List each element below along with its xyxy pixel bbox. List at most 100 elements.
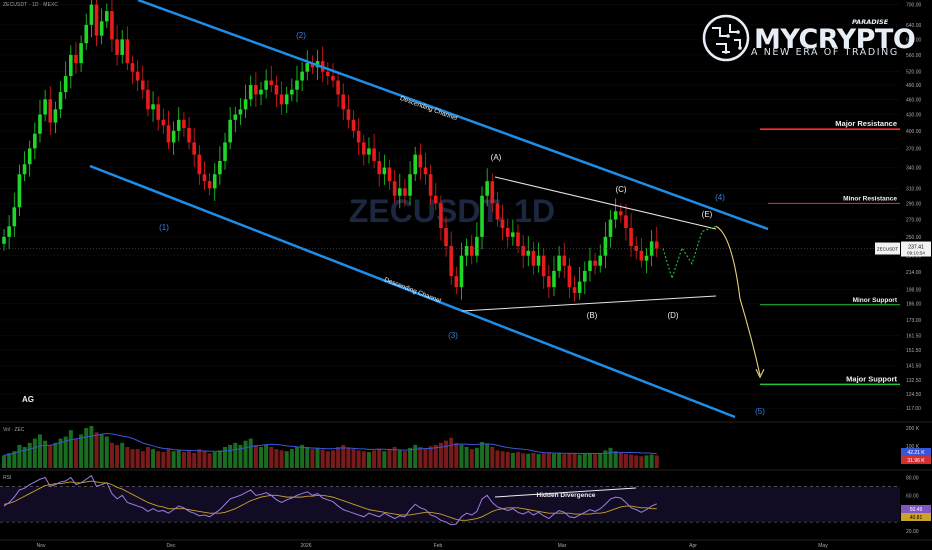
volume-bar bbox=[464, 447, 469, 468]
volume-bar bbox=[361, 451, 366, 468]
divergence-line bbox=[494, 487, 637, 498]
price-badge bbox=[901, 241, 931, 257]
triangle-label: (C) bbox=[615, 185, 626, 194]
candle-body bbox=[264, 80, 268, 90]
candle-body bbox=[12, 207, 17, 227]
price-tick: 132.50 bbox=[906, 378, 922, 384]
candle-body bbox=[202, 174, 207, 182]
candle-body bbox=[469, 246, 474, 256]
volume-bar bbox=[284, 451, 289, 468]
volume-bar bbox=[176, 450, 181, 468]
volume-bar bbox=[145, 447, 150, 468]
candle-body bbox=[351, 119, 356, 131]
volume-bar bbox=[639, 456, 644, 468]
candle-body bbox=[377, 160, 382, 175]
candle-body bbox=[619, 211, 623, 216]
volume-bar bbox=[253, 444, 258, 468]
volume-bar bbox=[418, 447, 423, 468]
candle-body bbox=[552, 270, 556, 288]
rsi-band bbox=[0, 486, 900, 523]
candle-body bbox=[387, 167, 392, 182]
candle-body bbox=[567, 265, 572, 288]
volume-bar bbox=[68, 430, 73, 468]
candle-body bbox=[413, 154, 417, 175]
candle-body bbox=[218, 160, 222, 175]
volume-bar bbox=[541, 453, 546, 468]
volume-bar bbox=[562, 454, 567, 468]
volume-bar bbox=[192, 452, 197, 468]
candle-body bbox=[151, 104, 155, 110]
volume-bar bbox=[372, 450, 377, 468]
volume-badge-text: 42.21 K bbox=[907, 450, 925, 456]
candle-body bbox=[454, 276, 459, 288]
volume-bar bbox=[151, 449, 156, 468]
candle-body bbox=[22, 164, 27, 175]
volume-bar bbox=[603, 450, 608, 468]
price-tick: 141.50 bbox=[906, 363, 922, 369]
volume-bar bbox=[536, 454, 541, 468]
candle-body bbox=[372, 148, 376, 161]
candle-body bbox=[135, 71, 140, 81]
volume-bar bbox=[27, 442, 32, 468]
candle-body bbox=[341, 94, 346, 110]
projection-arrow bbox=[755, 368, 765, 379]
rsi-tick: 80.00 bbox=[906, 475, 919, 481]
volume-bar bbox=[382, 451, 387, 468]
volume-bar bbox=[140, 451, 145, 468]
volume-bar bbox=[289, 449, 294, 468]
volume-badge bbox=[901, 456, 931, 464]
candle-body bbox=[346, 109, 351, 120]
volume-bar bbox=[474, 447, 479, 468]
candle-body bbox=[577, 281, 582, 293]
volume-bar bbox=[238, 444, 243, 468]
candle-body bbox=[63, 76, 68, 93]
volume-bar bbox=[551, 453, 556, 468]
volume-bar bbox=[377, 448, 382, 468]
volume-bar bbox=[346, 447, 351, 468]
volume-bar bbox=[135, 449, 140, 468]
time-tick: 2026 bbox=[300, 543, 311, 549]
candle-body bbox=[238, 109, 243, 115]
volume-bar bbox=[94, 432, 99, 468]
candle-body bbox=[27, 148, 32, 165]
channel-upper-line bbox=[137, 0, 769, 231]
volume-bar bbox=[207, 453, 212, 468]
price-tick: 430.00 bbox=[906, 113, 922, 119]
price-tick: 186.00 bbox=[906, 302, 922, 308]
volume-bar bbox=[228, 444, 233, 468]
volume-bar bbox=[397, 450, 402, 468]
candle-body bbox=[629, 228, 633, 247]
volume-bar bbox=[500, 451, 505, 468]
volume-bar bbox=[618, 452, 623, 468]
author-mark: AG bbox=[22, 395, 34, 404]
candle-body bbox=[43, 99, 47, 115]
volume-bar bbox=[156, 451, 161, 468]
rsi-panel: RSI Hidden Divergence 80.00 60.00 20.00 50.49… bbox=[0, 469, 932, 535]
candle-body bbox=[475, 236, 479, 256]
volume-bar bbox=[53, 442, 58, 468]
candle-body bbox=[74, 54, 78, 64]
volume-bar bbox=[259, 447, 263, 468]
volume-bar bbox=[294, 447, 299, 468]
candle-body bbox=[331, 76, 335, 81]
volume-bar bbox=[22, 447, 27, 468]
volume-bar bbox=[408, 447, 413, 468]
price-tick: 490.00 bbox=[906, 83, 922, 89]
candle-body bbox=[495, 203, 500, 220]
candle-body bbox=[367, 148, 371, 155]
candle-body bbox=[485, 181, 489, 196]
candle-body bbox=[490, 181, 495, 204]
volume-bar bbox=[197, 449, 202, 468]
candle-body bbox=[403, 188, 407, 196]
candle-body bbox=[259, 89, 263, 95]
volume-bar bbox=[572, 452, 577, 468]
volume-bar bbox=[459, 444, 464, 468]
candle-body bbox=[362, 142, 366, 155]
volume-bar bbox=[37, 434, 42, 468]
candle-body bbox=[408, 174, 412, 196]
volume-bar bbox=[181, 452, 186, 468]
candle-body bbox=[7, 226, 11, 237]
price-tick: 560.00 bbox=[906, 53, 922, 59]
price-tick: 230.00 bbox=[906, 254, 922, 260]
symbol-badge bbox=[875, 242, 900, 255]
